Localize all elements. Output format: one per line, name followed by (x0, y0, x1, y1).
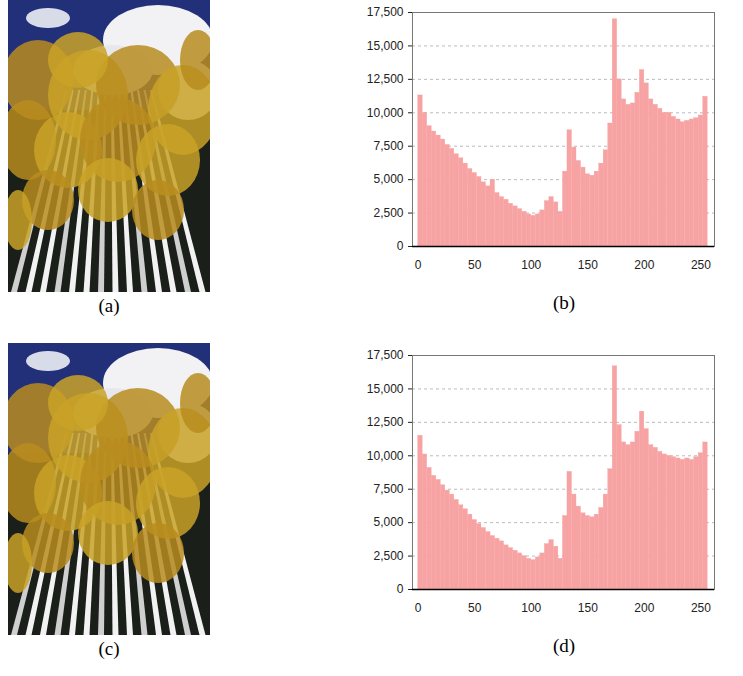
svg-text:15,000: 15,000 (367, 39, 404, 53)
svg-text:200: 200 (634, 258, 654, 272)
svg-text:150: 150 (578, 258, 598, 272)
svg-text:0: 0 (415, 601, 422, 615)
svg-text:100: 100 (521, 258, 541, 272)
svg-text:0: 0 (415, 258, 422, 272)
svg-text:50: 50 (468, 601, 482, 615)
svg-text:15,000: 15,000 (367, 382, 404, 396)
svg-text:150: 150 (578, 601, 598, 615)
html-text:(c): (c) (98, 638, 120, 659)
svg-text:7,500: 7,500 (373, 482, 403, 496)
svg-text:7,500: 7,500 (373, 139, 403, 153)
svg-text:10,000: 10,000 (367, 449, 404, 463)
svg-text:0: 0 (397, 239, 404, 253)
svg-text:2,500: 2,500 (373, 549, 403, 563)
svg-text:100: 100 (521, 601, 541, 615)
svg-text:12,500: 12,500 (367, 72, 404, 86)
svg-text:2,500: 2,500 (373, 206, 403, 220)
svg-text:200: 200 (634, 601, 654, 615)
svg-text:12,500: 12,500 (367, 415, 404, 429)
svg-text:10,000: 10,000 (367, 106, 404, 120)
svg-text:250: 250 (691, 601, 711, 615)
svg-text:50: 50 (468, 258, 482, 272)
svg-text:17,500: 17,500 (367, 5, 404, 19)
svg-text:17,500: 17,500 (367, 348, 404, 362)
html-text:(a): (a) (98, 295, 120, 316)
svg-text:5,000: 5,000 (373, 515, 403, 529)
svg-text:250: 250 (691, 258, 711, 272)
html-text:(b): (b) (552, 292, 576, 313)
svg-text:0: 0 (397, 582, 404, 596)
svg-text:5,000: 5,000 (373, 172, 403, 186)
html-text:(d): (d) (552, 635, 576, 656)
